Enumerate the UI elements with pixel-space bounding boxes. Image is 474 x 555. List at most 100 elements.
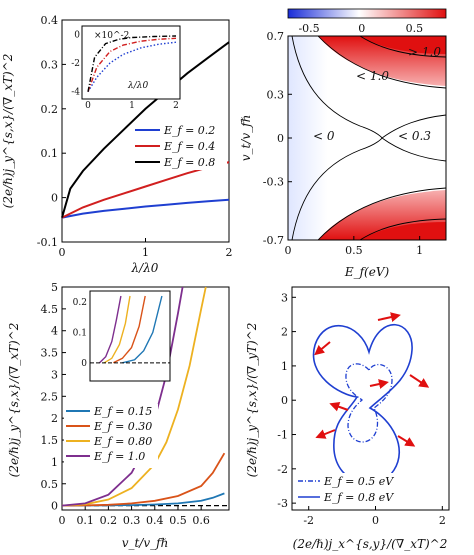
panel-c-ytick-label: 4 (51, 325, 58, 338)
panel-c-inset-ytick-label: 0 (81, 359, 87, 369)
panel-a-xtick-label: 1 (142, 246, 149, 259)
panel-d-axes: -2 0 2 3 2 1 0 -1 -2 -3 (277, 291, 446, 527)
panel-c-xtick-label: 0.1 (76, 514, 94, 527)
panel-d: -2 0 2 3 2 1 0 -1 -2 -3 E_f = 0.5 eV E_f = 0.8 eV… (245, 286, 450, 551)
arrow-3 (409, 374, 430, 388)
outer-eight-curve (312, 323, 413, 485)
panel-d-ylabel: (2e/ℏ)j_y^{s,x}/(∇_yT)^2 (245, 323, 259, 478)
panel-b-ylabel: v_t/v_fℏ (239, 115, 253, 162)
legend-label-ef-0.8: E_f = 0.8 (163, 156, 215, 169)
panel-c-ytick-label: 0 (51, 500, 58, 513)
legend-label-ef-0.80: E_f = 0.80 (93, 435, 152, 448)
legend-label-ef-0.2: E_f = 0.2 (163, 124, 215, 137)
panel-a-inset-plot: -4 -2 0 0 1 2 (71, 30, 179, 111)
panel-d-ytick-label: 3 (281, 291, 288, 304)
contour-upper-inner (359, 35, 447, 58)
contour-lower-outer (317, 187, 447, 241)
panel-b-ytick-label: -0.7 (263, 234, 284, 247)
legend-label-ef-0.5ev: E_f = 0.5 eV (323, 475, 394, 488)
panel-a-ylabel: (2e/ℏ)j_y^{s,x}/(∇_xT)^2 (1, 54, 15, 209)
panel-a-xlabel: λ/λ0 (131, 261, 159, 275)
panel-a-inset-ytick-label: 0 (74, 30, 80, 40)
panel-c-frame (61, 286, 230, 511)
annotation-lt-0.3: < 0.3 (398, 129, 431, 143)
panel-c-ytick-label: 2.5 (41, 390, 59, 403)
panel-c-ytick-label: 0.5 (41, 478, 59, 491)
annotation-lt-1.0: < 1.0 (356, 69, 389, 83)
panel-c-xlabel: v_t/v_fℏ (122, 536, 169, 550)
annotation-lt-0: < 0 (313, 129, 335, 143)
legend-label-ef-0.8ev: E_f = 0.8 eV (323, 491, 394, 504)
arrow-6 (315, 429, 336, 439)
panel-a: 0 1 2-0.100.10.20.30.4 E_f = 0.2 E_f = 0.4… (1, 14, 233, 275)
direction-arrows (314, 312, 430, 485)
panel-b: -0.5 0 0.5 > 1.0 < 1.0 < 0 < 0.3 0 0.5 10.70… (239, 8, 447, 279)
panel-b-ytick-label: -0.3 (263, 176, 284, 189)
panel-a-inset: -4 -2 0 0 1 2 ×10^-2 λ/λ0 (71, 25, 181, 111)
heatmap (287, 35, 447, 241)
contour-upper-outer (317, 35, 447, 89)
panel-a-series-1 (61, 161, 230, 219)
panel-b-xtick-label: 0.5 (345, 244, 363, 257)
panel-c-ytick-label: 2 (51, 412, 58, 425)
panel-a-inset-xtick-label: 0 (85, 101, 91, 111)
panel-c-series-1 (61, 452, 226, 507)
colorbar-tick-label: -0.5 (298, 22, 319, 35)
panel-d-ytick-label: 0 (281, 394, 288, 407)
panel-b-xtick-label: 0 (285, 244, 292, 257)
arrow-4 (369, 379, 389, 389)
panel-a-inset-xlabel: λ/λ0 (127, 81, 148, 91)
panel-c-xtick-label: 0.2 (100, 514, 118, 527)
inner-eight-curve (345, 363, 393, 443)
legend-label-ef-0.15: E_f = 0.15 (93, 405, 152, 418)
contour-right-lower (381, 137, 447, 162)
panel-a-inset-xtick-label: 1 (129, 101, 135, 111)
panel-d-xtick-label: 2 (439, 514, 446, 527)
panel-c-inset-series-2 (103, 295, 131, 364)
panel-c-legend: E_f = 0.15 E_f = 0.30 E_f = 0.80 E_f = 1… (64, 404, 158, 468)
arrow-2 (314, 341, 331, 356)
panel-a-inset-multiplier: ×10^-2 (94, 31, 129, 41)
panel-d-xlabel: (2e/ℏ)j_x^{s,y}/(∇_xT)^2 (293, 537, 448, 551)
legend-label-ef-0.4: E_f = 0.4 (163, 140, 215, 153)
legend-label-ef-1.0: E_f = 1.0 (93, 450, 145, 463)
panel-b-axes: 0 0.5 1 0.7 0.3 0 -0.3 -0.7 (263, 30, 423, 257)
panel-a-ytick-label: 0.4 (41, 14, 59, 27)
panel-c-ytick-label: 4.5 (41, 303, 59, 316)
panel-b-ytick-label: 0.3 (267, 88, 285, 101)
annotation-gt-1.0: > 1.0 (408, 45, 441, 59)
arrow-5 (329, 401, 349, 412)
panel-c-inset-ytick-label: 0.2 (73, 298, 87, 308)
panel-a-series-0 (61, 198, 230, 219)
panel-a-ytick-label: -0.1 (37, 236, 58, 249)
panel-a-inset-frame (81, 25, 181, 100)
panel-c-xtick-label: 0.5 (169, 514, 187, 527)
panel-d-ytick-label: -1 (277, 429, 288, 442)
panel-d-xtick-label: -2 (303, 514, 314, 527)
panel-c-ytick-label: 1 (51, 456, 58, 469)
contour-right-upper (381, 114, 447, 139)
panel-b-xtick-label: 1 (416, 244, 423, 257)
panel-b-ytick-label: 0 (277, 132, 284, 145)
colorbar-tick-label: 0 (358, 22, 365, 35)
panel-d-frame (291, 286, 450, 511)
arrow-7 (397, 435, 416, 447)
heatmap-red-bottom-core (360, 222, 446, 240)
colorbar (287, 8, 447, 19)
panel-c-series-2 (61, 286, 207, 507)
arrow-1 (377, 312, 401, 322)
panel-c-xtick-label: 0.4 (146, 514, 164, 527)
panel-a-xtick-label: 2 (226, 246, 233, 259)
panel-d-legend: E_f = 0.5 eV E_f = 0.8 eV (296, 473, 404, 505)
panel-c-inset: 0.2 0.1 0 (73, 290, 171, 382)
panel-a-legend: E_f = 0.2 E_f = 0.4 E_f = 0.8 (133, 122, 227, 170)
panel-a-ytick-label: 0 (51, 192, 58, 205)
panel-a-axes: 0 1 2-0.100.10.20.30.4 (37, 14, 233, 259)
panel-c-lines (61, 286, 226, 507)
panel-c-inset-series-3 (99, 295, 122, 364)
colorbar-ticks: -0.5 0 0.5 (298, 22, 423, 35)
legend-label-ef-0.30: E_f = 0.30 (93, 420, 152, 433)
panel-d-ytick-label: 2 (281, 326, 288, 339)
panel-c-inset-ytick-label: 0.1 (73, 328, 87, 338)
panel-d-ytick-label: -3 (277, 497, 288, 510)
